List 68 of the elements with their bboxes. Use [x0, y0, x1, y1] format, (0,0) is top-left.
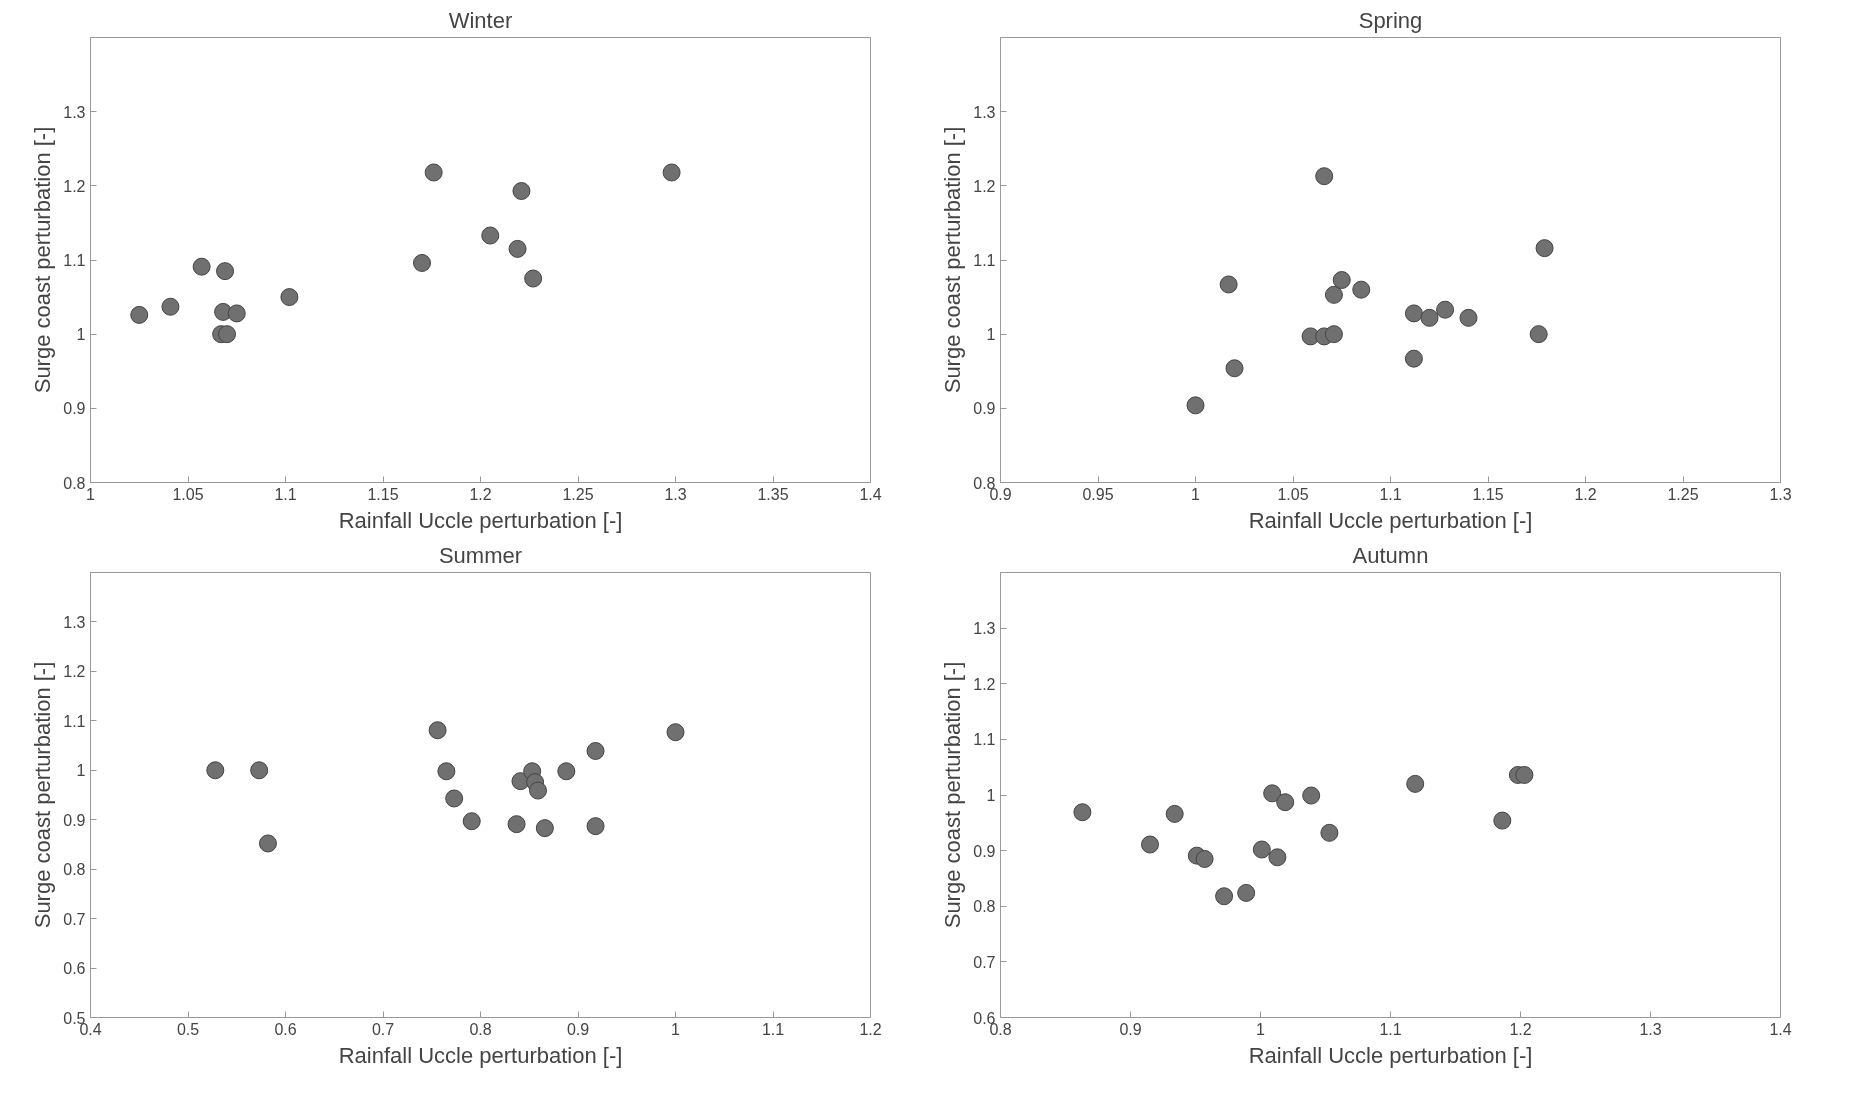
y-tick-label: 0.9 — [973, 400, 996, 418]
x-tick-label: 0.7 — [371, 1020, 395, 1038]
chart-title: Summer — [438, 542, 523, 568]
y-tick-label: 0.7 — [973, 953, 996, 971]
x-axis-title: Rainfall Uccle perturbation [-] — [1248, 507, 1533, 533]
y-tick-label: 1.1 — [63, 252, 86, 269]
x-tick-label: 1.2 — [469, 485, 492, 503]
x-tick-label: 1 — [1256, 1020, 1266, 1038]
x-tick-label: 0.5 — [176, 1020, 200, 1038]
y-tick-label: 1 — [986, 326, 996, 344]
x-tick-label: 0.95 — [1082, 485, 1114, 503]
y-tick-label: 1.1 — [63, 712, 86, 730]
chart-title: Spring — [1358, 7, 1423, 33]
y-axis-title: Surge coast perturbation [-] — [30, 661, 56, 929]
x-tick-label: 1 — [671, 1020, 681, 1038]
x-tick-label: 1.4 — [859, 485, 882, 503]
x-tick-label: 1.25 — [562, 485, 594, 503]
y-tick-label: 0.9 — [973, 842, 996, 860]
x-tick-label: 1.05 — [1277, 485, 1309, 503]
y-tick-label: 1 — [986, 787, 996, 804]
y-tick-label: 1 — [76, 326, 86, 344]
chart-title: Autumn — [1352, 542, 1429, 568]
y-tick-label: 0.8 — [973, 898, 996, 916]
x-tick-label: 1.35 — [757, 485, 789, 503]
x-tick-label: 1.3 — [1769, 485, 1792, 503]
y-tick-label: 1.3 — [973, 620, 996, 638]
x-tick-label: 0.9 — [1119, 1020, 1142, 1038]
x-axis-title: Rainfall Uccle perturbation [-] — [338, 507, 623, 533]
x-tick-label: 1.4 — [1769, 1020, 1792, 1038]
x-tick-label: 1.2 — [1509, 1020, 1532, 1038]
y-tick-label: 1.2 — [63, 663, 86, 681]
y-tick-label: 1.2 — [973, 177, 996, 195]
y-tick-label: 0.9 — [63, 811, 86, 829]
x-axis-title: Rainfall Uccle perturbation [-] — [338, 1042, 623, 1068]
y-tick-label: 1.3 — [973, 103, 996, 121]
y-tick-label: 1 — [76, 762, 86, 780]
y-tick-label: 0.8 — [63, 861, 86, 879]
x-tick-label: 1.2 — [859, 1020, 882, 1038]
y-tick-label: 1.3 — [63, 103, 86, 121]
x-tick-label: 1.15 — [1472, 485, 1504, 503]
x-tick-label: 0.6 — [274, 1020, 297, 1038]
x-tick-label: 1.1 — [761, 1020, 785, 1038]
y-tick-label: 1.2 — [63, 177, 86, 195]
y-tick-label: 0.8 — [63, 474, 86, 492]
x-tick-label: 0.8 — [469, 1020, 492, 1038]
x-tick-label: 1.1 — [1379, 1020, 1402, 1038]
y-tick-label: 1.1 — [973, 252, 996, 269]
y-tick-label: 1.2 — [973, 675, 996, 693]
y-axis-title: Surge coast perturbation [-] — [30, 126, 56, 394]
y-tick-label: 0.7 — [63, 910, 86, 928]
x-tick-label: 1.3 — [1639, 1020, 1662, 1038]
x-tick-label: 1.05 — [172, 485, 204, 503]
x-tick-label: 1.15 — [367, 485, 399, 503]
x-tick-label: 1.2 — [1574, 485, 1597, 503]
x-tick-label: 1.1 — [274, 485, 297, 503]
chart-title: Winter — [448, 7, 513, 33]
y-tick-label: 1.3 — [63, 613, 86, 631]
y-tick-label: 0.6 — [63, 960, 86, 978]
y-tick-label: 1.1 — [973, 731, 996, 749]
x-tick-label: 1.25 — [1667, 485, 1699, 503]
x-axis-title: Rainfall Uccle perturbation [-] — [1248, 1042, 1533, 1068]
x-tick-label: 1.3 — [664, 485, 687, 503]
y-axis-title: Surge coast perturbation [-] — [940, 126, 966, 394]
y-tick-label: 0.9 — [63, 400, 86, 418]
x-tick-label: 1.1 — [1379, 485, 1402, 503]
x-tick-label: 0.9 — [566, 1020, 590, 1038]
x-tick-label: 1 — [1191, 485, 1201, 503]
y-axis-title: Surge coast perturbation [-] — [940, 661, 966, 929]
